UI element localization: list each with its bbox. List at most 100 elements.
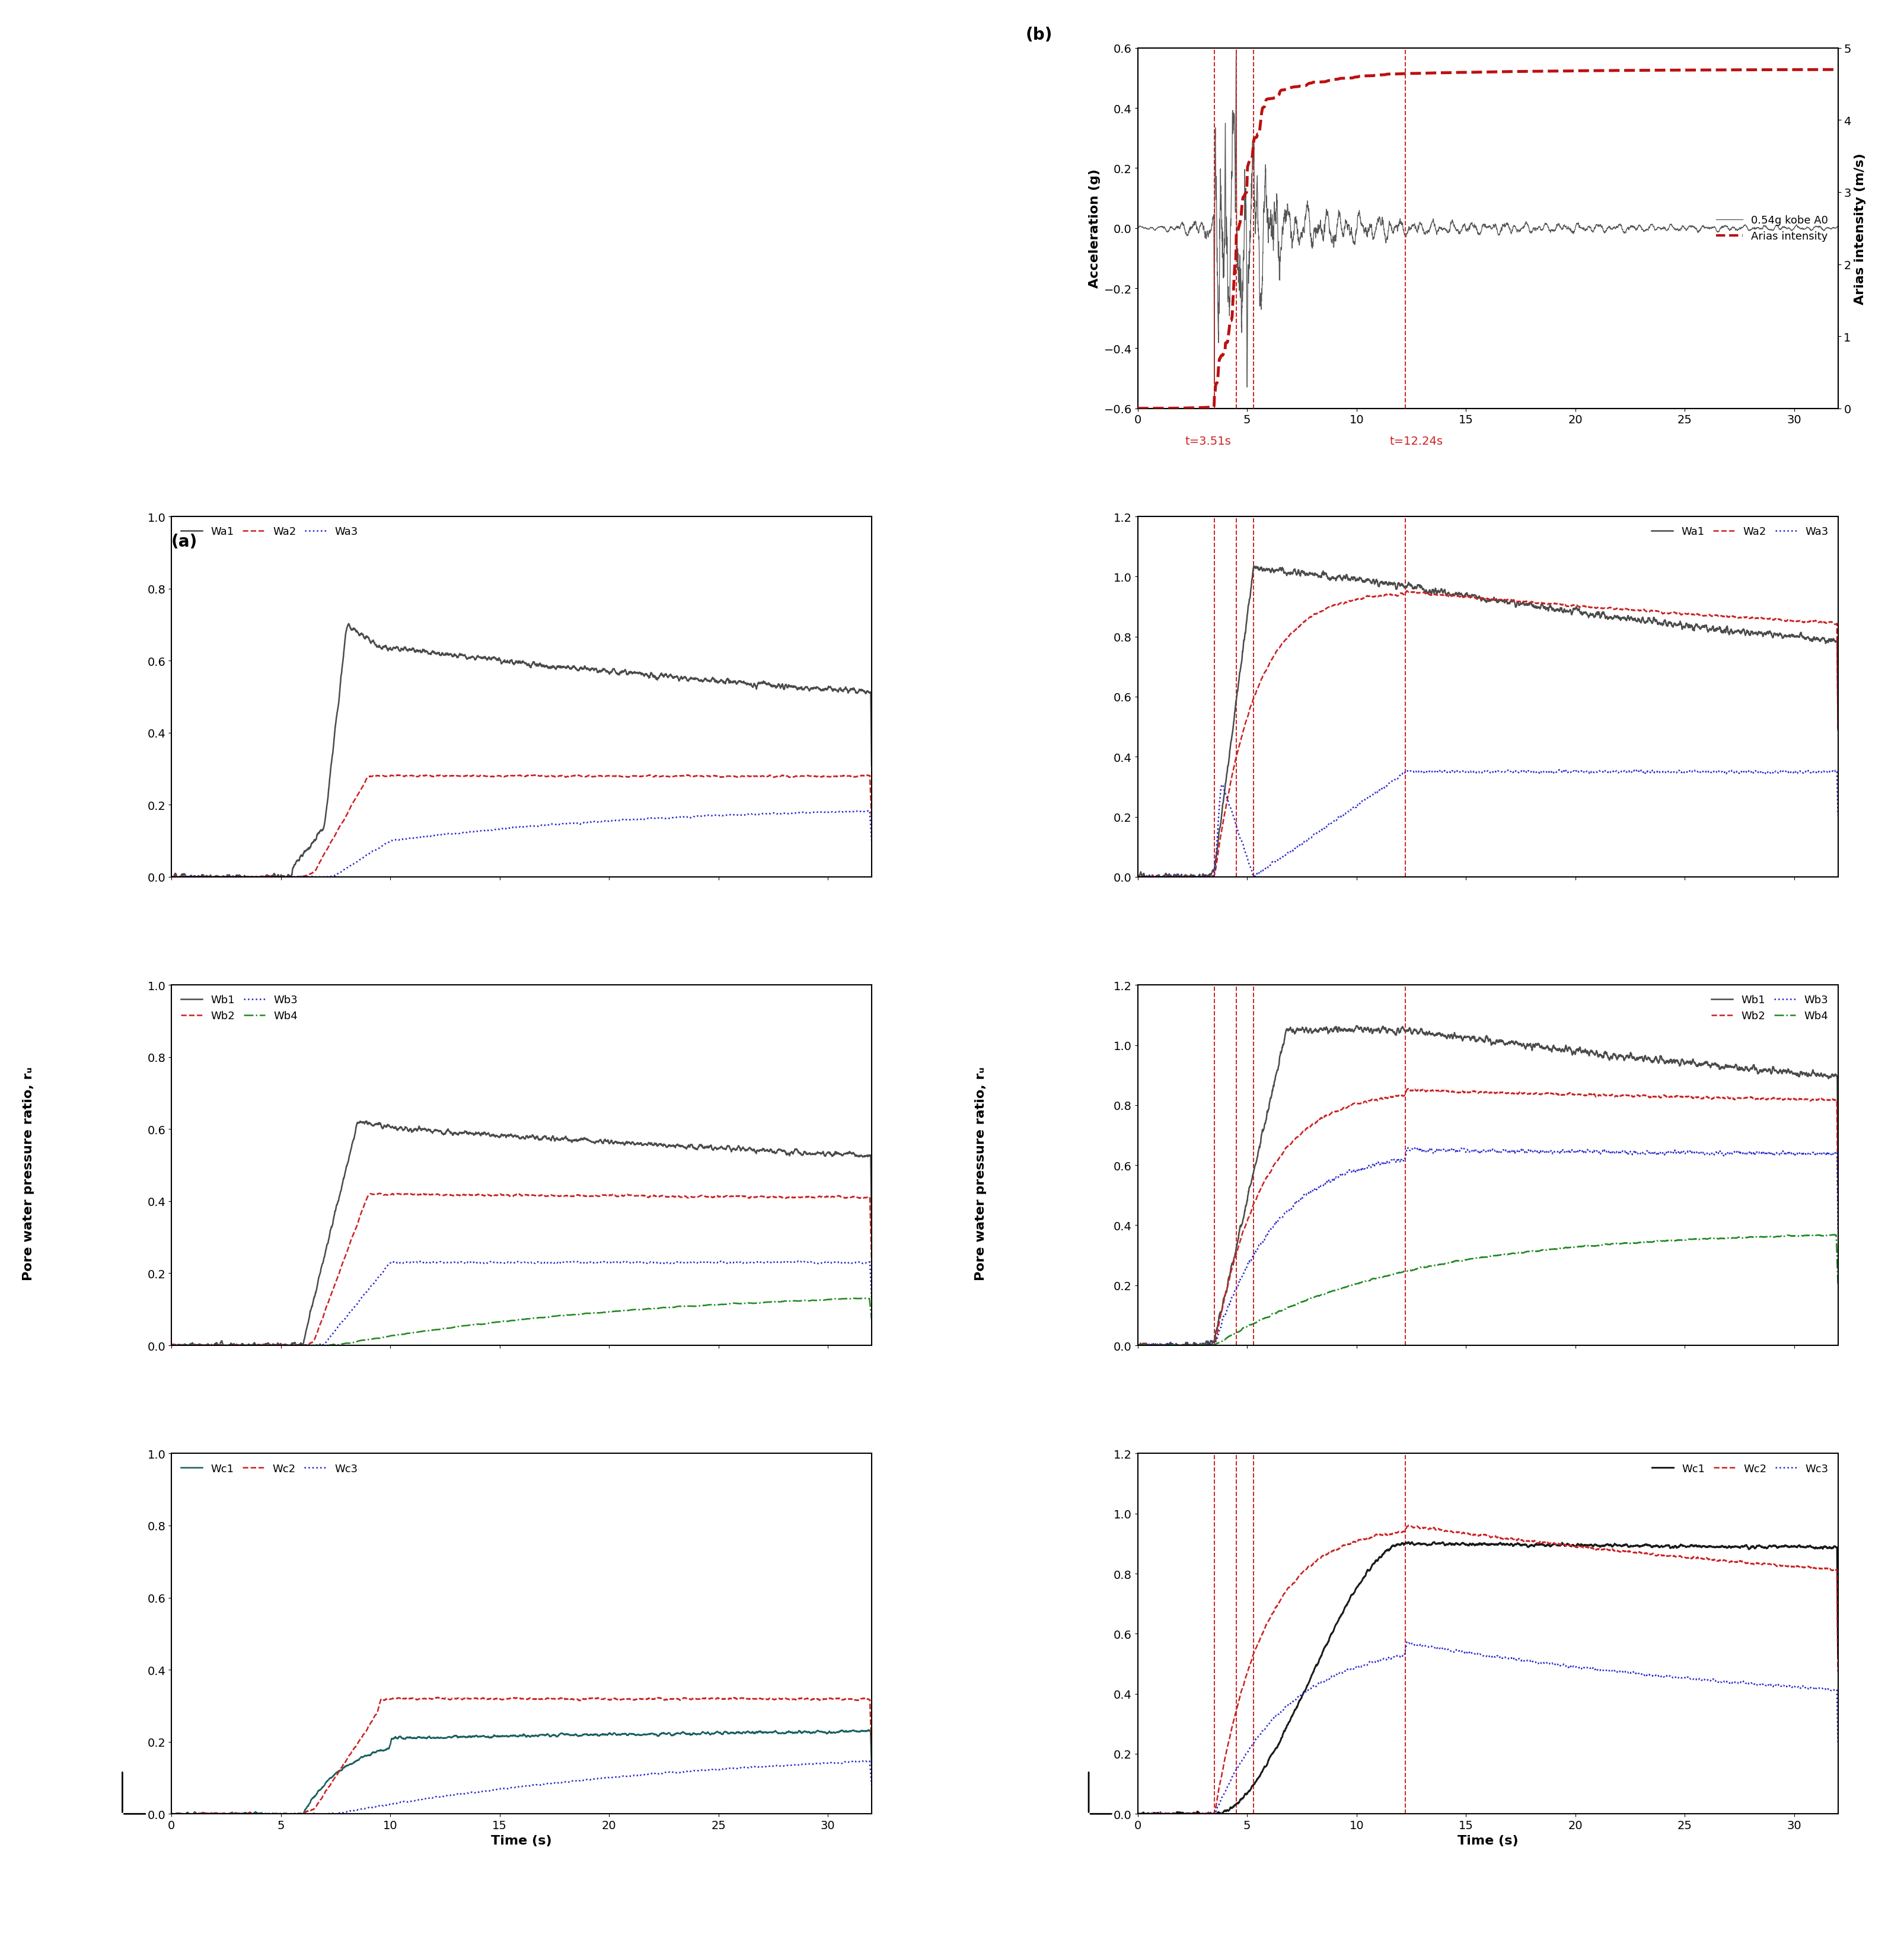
Wb3 — [1270, 1207, 1293, 1230]
Wc1 — [861, 1754, 883, 1777]
Wa3 — [1270, 848, 1293, 871]
Wc2 — [160, 1802, 183, 1826]
Line: Wb1: Wb1 — [171, 1121, 872, 1346]
Legend: 0.54g kobe A0, Arias intensity: 0.54g kobe A0, Arias intensity — [1712, 211, 1832, 246]
Wb1 — [1677, 1050, 1700, 1073]
Wb2 — [1125, 1335, 1148, 1358]
Wa2 — [1818, 611, 1841, 634]
Wa2 — [526, 764, 548, 788]
Wc3 — [710, 1758, 733, 1781]
Wc2 — [303, 1796, 326, 1820]
X-axis label: Time (s): Time (s) — [1457, 1833, 1517, 1847]
Wc2 — [1571, 1536, 1594, 1560]
Wb3 — [1677, 1141, 1700, 1164]
Wc1 — [1422, 1531, 1445, 1554]
Wb4 — [1125, 1333, 1148, 1356]
Wb1 — [354, 1110, 377, 1133]
Wb4 — [853, 1286, 876, 1310]
Wa2 — [303, 859, 326, 883]
Wc3 — [160, 1802, 183, 1826]
Wb3 — [592, 1249, 615, 1273]
Wa1 — [1634, 611, 1656, 634]
Wa1 — [1826, 718, 1849, 741]
Wb3 — [1634, 1143, 1656, 1166]
Wc2 — [861, 1738, 883, 1762]
Wa1 — [1677, 615, 1700, 638]
Text: t=3.51s: t=3.51s — [1184, 436, 1230, 448]
Wc2 — [1125, 1802, 1148, 1826]
Legend: Wc1, Wc2, Wc3: Wc1, Wc2, Wc3 — [177, 1459, 362, 1478]
Wa3 — [1677, 760, 1700, 784]
Wb4 — [1632, 1230, 1655, 1253]
Wb4 — [710, 1292, 733, 1315]
Wc3 — [1634, 1665, 1656, 1688]
Wa1 — [337, 613, 360, 636]
Line: Wb2: Wb2 — [1137, 1088, 1837, 1346]
Wa3 — [853, 799, 876, 823]
Wa1 — [1719, 619, 1742, 642]
Line: Wa3: Wa3 — [1137, 770, 1837, 877]
Wa1 — [1818, 630, 1841, 654]
Line: Wa2: Wa2 — [1137, 592, 1837, 877]
Wa3 — [1571, 759, 1594, 782]
Wb4 — [605, 1300, 628, 1323]
Wc2 — [1818, 1558, 1841, 1581]
Wc2 — [1270, 1587, 1293, 1610]
Wb2 — [853, 1185, 876, 1209]
Wc1 — [710, 1723, 733, 1746]
Wc3 — [1125, 1802, 1148, 1826]
Wb4 — [861, 1308, 883, 1331]
Wa3 — [1818, 760, 1841, 784]
Wa2 — [1270, 634, 1293, 658]
Wc1 — [605, 1723, 628, 1746]
Wc3 — [1826, 1730, 1849, 1754]
Wc1 — [160, 1802, 183, 1826]
Wc2 — [710, 1688, 733, 1711]
Wb3 — [1127, 1335, 1150, 1358]
Wc1 — [1571, 1535, 1594, 1558]
Wc3 — [851, 1750, 874, 1773]
Text: Pore water pressure ratio, rᵤ: Pore water pressure ratio, rᵤ — [975, 1067, 986, 1280]
Wc2 — [1826, 1661, 1849, 1684]
Wb4 — [1719, 1226, 1742, 1249]
Wb2 — [171, 1335, 194, 1358]
Wa3 — [1826, 803, 1849, 826]
Wb3 — [1818, 1145, 1841, 1168]
Wc3 — [303, 1802, 326, 1826]
Wa2 — [160, 865, 183, 889]
Legend: Wb1, Wb2, Wb3, Wb4: Wb1, Wb2, Wb3, Wb4 — [177, 991, 303, 1026]
Wb2 — [754, 1185, 777, 1209]
Line: Wc2: Wc2 — [171, 1698, 872, 1814]
Wb2 — [1571, 1083, 1594, 1106]
Wc3 — [752, 1756, 775, 1779]
Wa1 — [1571, 603, 1594, 627]
Wc3 — [1571, 1657, 1594, 1680]
Text: (b): (b) — [1026, 27, 1053, 43]
Wc1 — [303, 1785, 326, 1808]
Line: Wc2: Wc2 — [1137, 1525, 1837, 1814]
Wc2 — [754, 1688, 777, 1711]
Wb4 — [1822, 1224, 1845, 1247]
Wc2 — [1398, 1513, 1420, 1536]
Wb4 — [752, 1290, 775, 1313]
Wc3 — [605, 1765, 628, 1789]
Wb1 — [160, 1335, 183, 1358]
Wc3 — [1125, 1802, 1148, 1826]
Line: Wa1: Wa1 — [1137, 566, 1837, 877]
Wa2 — [1396, 580, 1418, 603]
Wb3 — [1719, 1143, 1742, 1166]
Wb2 — [1818, 1088, 1841, 1112]
Wa2 — [861, 809, 883, 832]
Legend: Wa1, Wa2, Wa3: Wa1, Wa2, Wa3 — [177, 522, 362, 541]
Wb1 — [666, 1135, 689, 1158]
X-axis label: Time (s): Time (s) — [491, 1833, 552, 1847]
Text: t=12.24s: t=12.24s — [1390, 436, 1443, 448]
Wb2 — [367, 1181, 390, 1205]
Wc1 — [1818, 1536, 1841, 1560]
Wb3 — [1125, 1333, 1148, 1356]
Wa2 — [1571, 596, 1594, 619]
Line: Wb4: Wb4 — [1137, 1236, 1837, 1346]
Wb4 — [1571, 1236, 1594, 1259]
Wc1 — [752, 1721, 775, 1744]
Wb4 — [1677, 1228, 1700, 1251]
